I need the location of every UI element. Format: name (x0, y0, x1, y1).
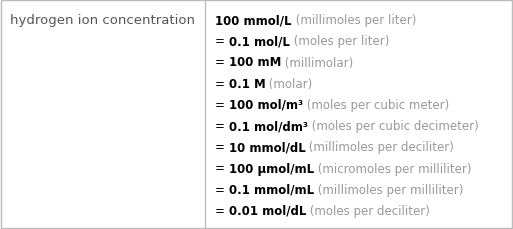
Text: (moles per cubic decimeter): (moles per cubic decimeter) (308, 120, 479, 133)
Text: 0.1 mmol/mL: 0.1 mmol/mL (229, 183, 314, 196)
Text: =: = (215, 183, 229, 196)
Text: (moles per deciliter): (moles per deciliter) (306, 204, 430, 217)
Text: (moles per liter): (moles per liter) (289, 35, 389, 48)
Text: =: = (215, 77, 229, 90)
Text: 0.1 mol/L: 0.1 mol/L (229, 35, 289, 48)
Text: hydrogen ion concentration: hydrogen ion concentration (10, 14, 195, 27)
Text: (millimoles per deciliter): (millimoles per deciliter) (305, 141, 454, 154)
Text: 0.1 mol/dm³: 0.1 mol/dm³ (229, 120, 308, 133)
Text: 100 µmol/mL: 100 µmol/mL (229, 162, 314, 175)
Text: 10 mmol/dL: 10 mmol/dL (229, 141, 305, 154)
Text: (molar): (molar) (265, 77, 312, 90)
Text: =: = (215, 141, 229, 154)
Text: =: = (215, 56, 229, 69)
Text: 0.01 mol/dL: 0.01 mol/dL (229, 204, 306, 217)
Text: 100 mM: 100 mM (229, 56, 281, 69)
Text: (moles per cubic meter): (moles per cubic meter) (303, 98, 449, 112)
Text: =: = (215, 35, 229, 48)
Text: (millimolar): (millimolar) (281, 56, 353, 69)
Text: (millimoles per milliliter): (millimoles per milliliter) (314, 183, 463, 196)
Text: =: = (215, 204, 229, 217)
Text: =: = (215, 120, 229, 133)
Text: (micromoles per milliliter): (micromoles per milliliter) (314, 162, 471, 175)
Text: 100 mmol/L: 100 mmol/L (215, 14, 291, 27)
Text: =: = (215, 98, 229, 112)
Text: 100 mol/m³: 100 mol/m³ (229, 98, 303, 112)
Text: 0.1 M: 0.1 M (229, 77, 265, 90)
Text: (millimoles per liter): (millimoles per liter) (291, 14, 416, 27)
Text: =: = (215, 162, 229, 175)
